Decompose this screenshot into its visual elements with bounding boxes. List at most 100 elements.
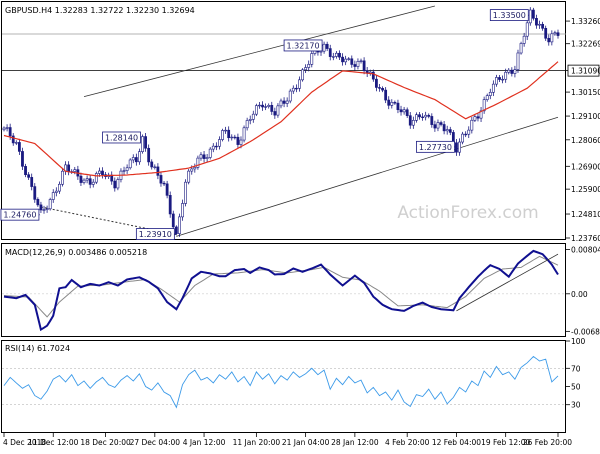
candle-body	[513, 69, 517, 74]
macd-main-line	[3, 249, 559, 332]
candle-body	[285, 100, 289, 104]
candle-body	[304, 67, 308, 71]
candle-body	[82, 179, 86, 183]
annotation-label: 1.24760	[3, 211, 36, 220]
candle-body	[270, 105, 274, 112]
candle-body	[408, 115, 412, 126]
time-axis-label: 28 Jan 12:00	[331, 438, 379, 447]
candle-body	[528, 9, 532, 24]
candle-body	[208, 148, 212, 158]
candle-body	[535, 18, 538, 26]
candle-body	[396, 102, 400, 111]
time-axis-label: 12 Feb 04:00	[432, 438, 481, 447]
candle-body	[248, 119, 252, 121]
macd-trend-line	[456, 253, 559, 312]
candle-body	[331, 56, 335, 58]
candle-body	[476, 116, 480, 119]
candle-body	[150, 161, 154, 168]
rsi-line	[3, 355, 559, 409]
candle-body	[522, 35, 526, 44]
candle-body	[205, 157, 209, 159]
candle-body	[291, 87, 295, 92]
channel-line	[176, 116, 559, 237]
candle-body	[24, 166, 27, 175]
candle-body	[17, 142, 21, 152]
candle-body	[88, 178, 92, 185]
candle-body	[402, 109, 406, 113]
candle-body	[181, 203, 184, 218]
candle-body	[325, 43, 329, 49]
candle-body	[427, 114, 431, 117]
candle-body	[227, 129, 231, 139]
candle-body	[356, 61, 360, 67]
candle-body	[174, 226, 178, 234]
candle-body	[538, 23, 541, 26]
candle-body	[442, 124, 446, 132]
annotation-label: 1.27730	[419, 143, 452, 152]
candle-body	[510, 69, 514, 74]
candle-body	[288, 90, 292, 102]
candle-body	[51, 192, 55, 200]
time-axis-label: 27 Dec 04:00	[130, 438, 181, 447]
macd-axis-label: 0.008044	[571, 246, 600, 255]
candle-body	[550, 33, 554, 43]
price-annotation: 1.33500	[489, 9, 531, 21]
candle-body	[11, 135, 15, 144]
candle-body	[488, 91, 492, 96]
time-axis-label: 26 Feb 20:00	[523, 438, 572, 447]
candle-body	[547, 37, 551, 43]
candle-body	[433, 124, 437, 129]
candle-body	[128, 159, 132, 169]
price-panel-title: GBPUSD.H4 1.32283 1.32722 1.32230 1.3269…	[5, 6, 195, 15]
time-axis-label: 4 Feb 20:00	[385, 438, 430, 447]
candle-body	[168, 195, 172, 215]
candle-body	[467, 129, 471, 135]
candle-body	[464, 133, 468, 136]
price-axis-label: 1.30150	[571, 88, 600, 97]
candle-body	[439, 122, 443, 125]
candle-body	[144, 136, 147, 149]
candle-body	[485, 95, 489, 100]
candle-body	[344, 58, 348, 63]
candle-body	[473, 116, 477, 121]
candle-body	[125, 167, 129, 171]
candle-body	[261, 104, 264, 108]
candle-body	[458, 141, 461, 153]
candle-body	[230, 136, 234, 139]
candle-body	[94, 173, 98, 183]
time-axis-label: 21 Jan 04:00	[282, 438, 330, 447]
candle-body	[544, 27, 548, 39]
candle-body	[461, 133, 464, 143]
candle-body	[42, 209, 46, 211]
price-annotation: 1.27730	[416, 140, 457, 153]
macd-axis-label: -0.006821	[571, 327, 600, 336]
candle-body	[233, 136, 237, 139]
price-axis-label: 1.28060	[571, 136, 600, 145]
annotation-label: 1.33500	[493, 11, 526, 20]
candle-body	[387, 99, 391, 106]
candle-body	[254, 105, 258, 115]
candle-body	[36, 199, 40, 206]
candle-body	[57, 183, 61, 192]
candle-body	[276, 105, 280, 116]
candle-body	[495, 77, 498, 85]
candle-body	[390, 102, 394, 106]
candle-body	[405, 109, 409, 116]
price-axis-label: 1.31090	[571, 67, 600, 76]
price-annotation: 1.32170	[283, 39, 325, 52]
candle-body	[30, 177, 34, 187]
reference-price-badge	[567, 64, 600, 77]
candle-body	[242, 127, 246, 141]
candle-body	[214, 145, 218, 148]
candle-body	[239, 139, 243, 145]
candle-body	[165, 183, 169, 196]
candle-body	[211, 145, 215, 150]
candle-body	[393, 102, 397, 104]
candle-body	[224, 129, 228, 132]
candle-body	[159, 175, 163, 184]
annotation-label: 1.32170	[287, 41, 320, 50]
candle-body	[371, 71, 375, 80]
moving-average-line	[3, 61, 559, 177]
macd-panel-frame	[1, 243, 566, 337]
